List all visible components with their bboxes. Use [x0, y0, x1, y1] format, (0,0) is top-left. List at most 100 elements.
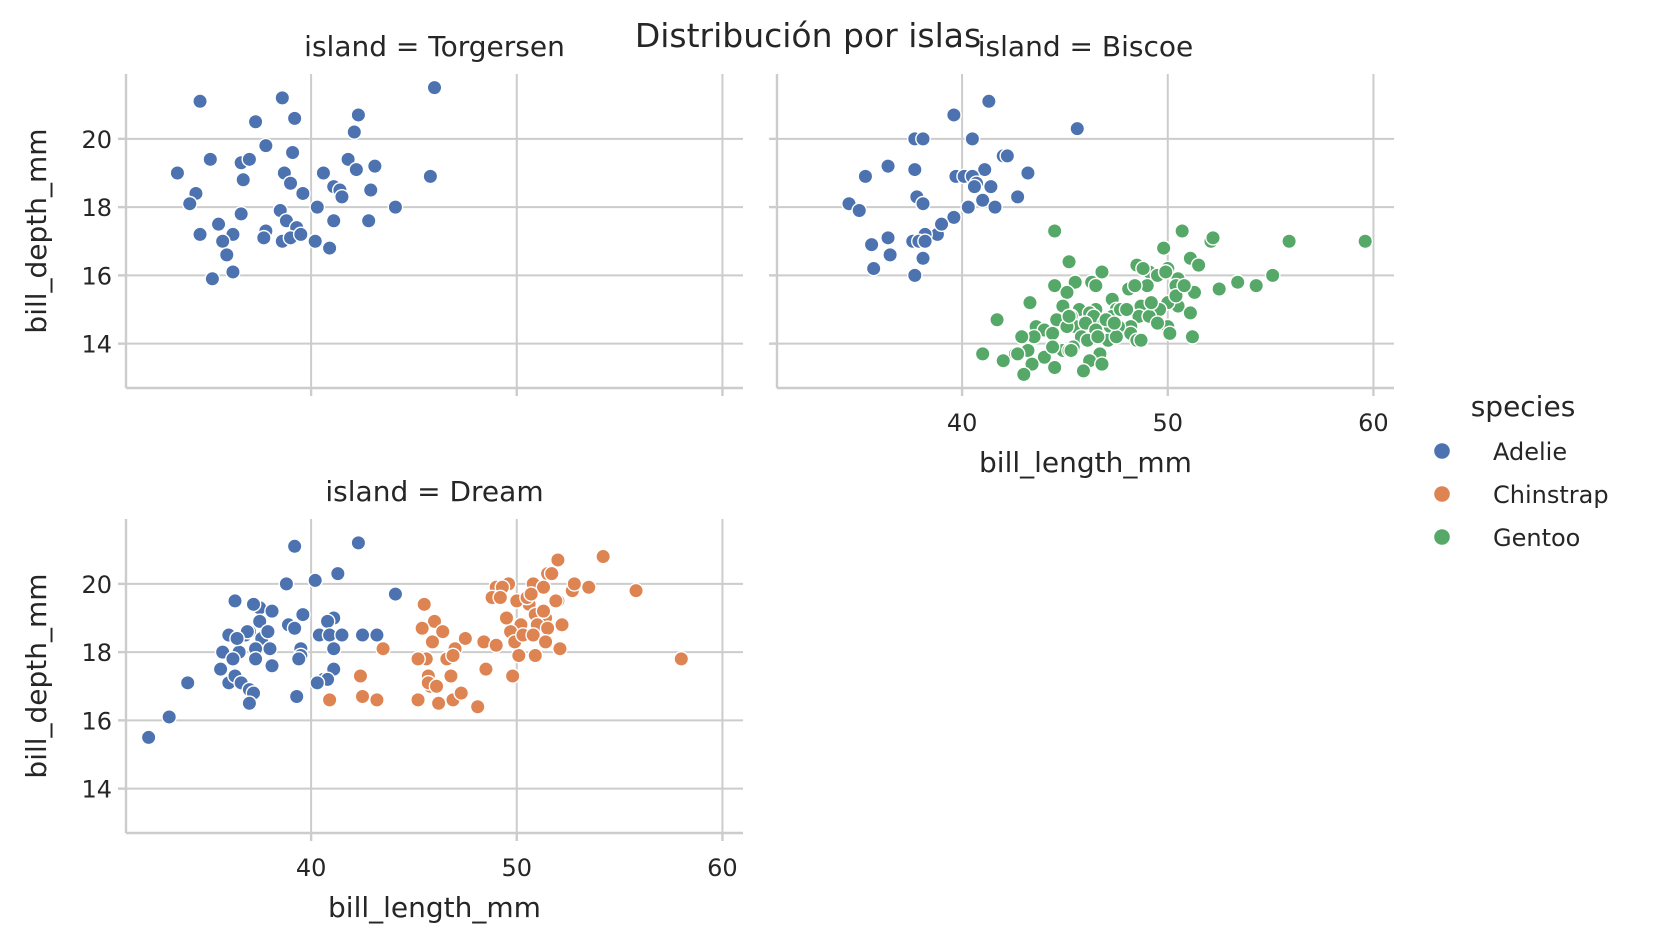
series-chinstrap: [321, 548, 690, 715]
data-point: [387, 199, 404, 216]
data-point: [1357, 233, 1374, 250]
data-point: [469, 698, 486, 715]
data-point: [1229, 274, 1246, 291]
data-point: [1182, 305, 1199, 321]
data-point: [204, 270, 221, 287]
data-point: [212, 661, 229, 678]
data-point: [504, 668, 521, 684]
data-point: [933, 216, 950, 233]
data-point: [1190, 257, 1207, 274]
data-point: [292, 226, 309, 243]
data-point: [319, 613, 336, 630]
gridlines: [777, 74, 1394, 388]
data-point: [1063, 342, 1080, 359]
data-point: [1036, 349, 1053, 366]
data-point: [161, 709, 178, 725]
data-point: [329, 565, 346, 582]
y-tick-label: 16: [81, 707, 112, 735]
facet-panel: 14 16 18 20 40 50 60 bill_length_mm bill_depth_m…: [20, 475, 743, 924]
data-point: [340, 151, 357, 168]
data-point: [535, 603, 552, 620]
y-tick-label: 20: [81, 126, 112, 154]
y-axis-label: bill_depth_mm: [20, 128, 53, 333]
x-tick-label: 60: [707, 854, 738, 882]
data-point: [354, 627, 371, 643]
data-point: [999, 148, 1016, 164]
data-point: [1020, 165, 1036, 181]
data-point: [375, 640, 391, 657]
data-point: [227, 593, 243, 609]
data-point: [974, 345, 991, 362]
data-point: [430, 695, 447, 712]
data-point: [1248, 277, 1265, 294]
data-point: [257, 137, 274, 154]
data-point: [225, 264, 241, 280]
data-point: [880, 229, 896, 246]
data-point: [945, 107, 962, 123]
data-point: [360, 212, 377, 229]
facet-title: island = Torgersen: [304, 30, 565, 63]
data-point: [218, 246, 235, 263]
data-point: [233, 206, 250, 222]
data-point: [1149, 315, 1166, 332]
data-point: [282, 175, 299, 192]
y-tick-label: 18: [81, 194, 112, 222]
data-point: [1126, 277, 1143, 294]
data-point: [1069, 120, 1086, 137]
data-point: [140, 729, 157, 746]
data-point: [1046, 359, 1063, 376]
data-point: [498, 610, 515, 626]
data-point: [416, 596, 433, 613]
legend-marker: [1432, 527, 1452, 547]
legend-title: species: [1471, 390, 1576, 423]
data-point: [278, 575, 295, 592]
data-point: [1174, 223, 1191, 239]
data-point: [525, 627, 542, 643]
data-point: [673, 651, 690, 667]
data-point: [1009, 345, 1026, 362]
data-point: [422, 168, 439, 185]
facet-panel: 40 50 60 bill_length_mm island = Biscoe: [769, 30, 1394, 479]
data-point: [325, 640, 342, 657]
data-point: [1044, 339, 1061, 355]
data-point: [857, 168, 874, 185]
data-point: [1108, 328, 1125, 345]
data-point: [917, 233, 933, 250]
data-point: [426, 79, 443, 96]
data-point: [294, 185, 311, 202]
facet-panel: 14 16 18 20 bill_depth_mm island = Torgersen: [20, 30, 743, 396]
data-point: [547, 593, 564, 609]
data-point: [286, 110, 303, 127]
data-point: [1094, 356, 1110, 373]
data-point: [1075, 363, 1092, 379]
data-point: [488, 637, 505, 654]
data-point: [1155, 240, 1172, 256]
data-point: [595, 548, 612, 565]
data-point: [348, 161, 365, 178]
series-gentoo: [974, 223, 1374, 383]
data-point: [443, 668, 459, 684]
data-point: [1106, 315, 1123, 332]
data-point: [987, 199, 1003, 216]
data-point: [352, 668, 369, 684]
data-point: [1264, 267, 1281, 284]
data-point: [354, 688, 371, 705]
x-tick-label: 50: [501, 854, 532, 882]
data-point: [1059, 284, 1075, 301]
data-point: [334, 627, 350, 643]
series-adelie: [140, 534, 404, 746]
data-point: [1205, 229, 1221, 246]
data-point: [369, 691, 385, 708]
data-point: [214, 233, 231, 250]
data-point: [995, 352, 1012, 369]
data-point: [865, 260, 882, 277]
x-tick-label: 40: [947, 409, 978, 437]
data-point: [362, 182, 379, 198]
facet-title: island = Biscoe: [978, 30, 1193, 63]
data-point: [262, 640, 278, 657]
data-point: [980, 93, 997, 110]
data-point: [286, 538, 303, 555]
y-tick-label: 14: [81, 331, 112, 359]
data-point: [976, 161, 993, 178]
data-point: [309, 199, 326, 216]
